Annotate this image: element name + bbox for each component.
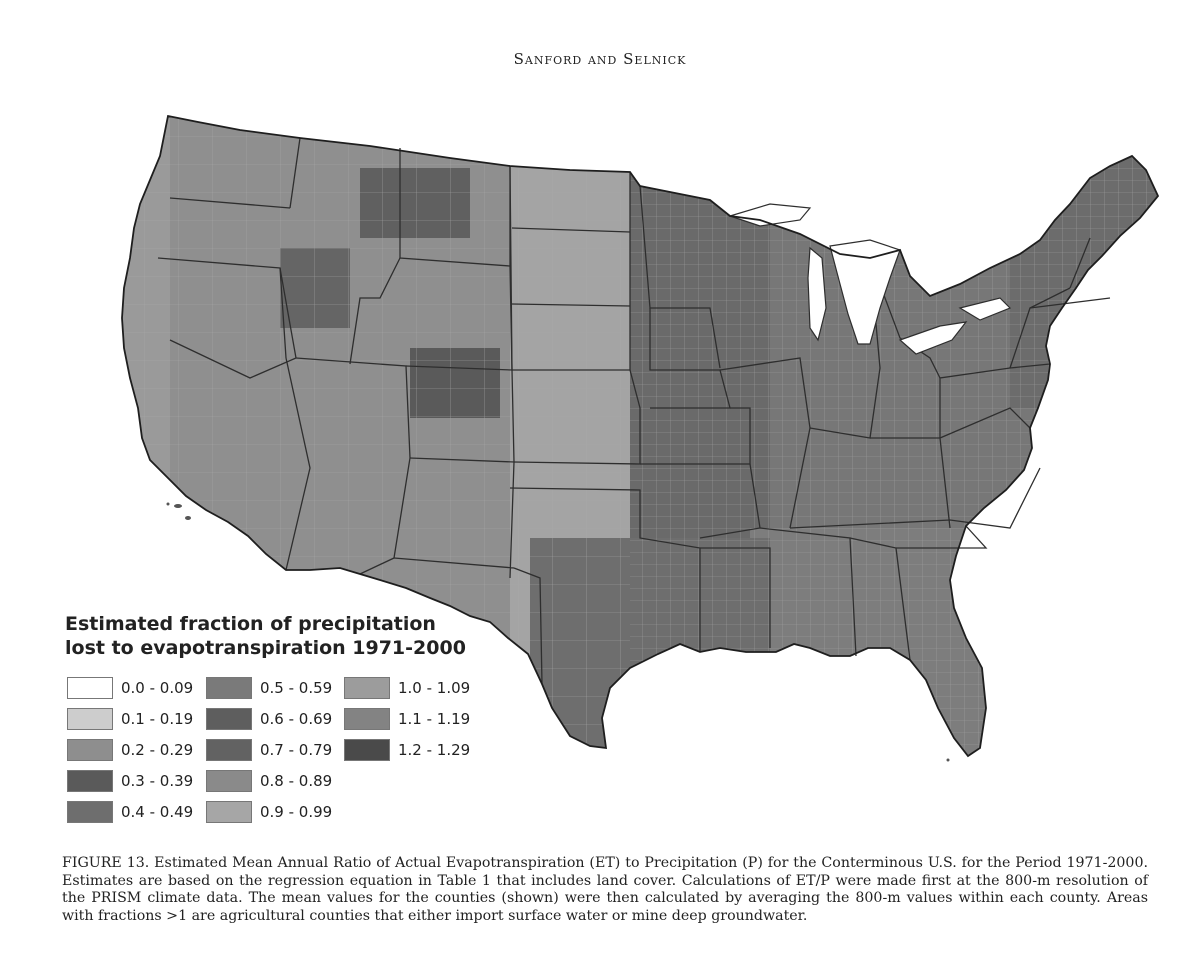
legend-swatch — [206, 770, 252, 792]
legend-title-line1: Estimated fraction of precipitation — [65, 613, 436, 635]
legend-swatch — [206, 801, 252, 823]
legend-title-line2: lost to evapotranspiration 1971-2000 — [65, 637, 466, 659]
legend-label: 0.3 - 0.39 — [121, 772, 194, 790]
legend-item: 1.0 - 1.09 — [344, 676, 470, 700]
legend-item: 0.8 - 0.89 — [206, 769, 332, 793]
legend-item: 0.9 - 0.99 — [206, 800, 332, 824]
legend-swatch — [67, 770, 113, 792]
legend-label: 0.2 - 0.29 — [121, 741, 194, 759]
legend-item: 0.3 - 0.39 — [67, 769, 193, 793]
legend-item: 0.5 - 0.59 — [206, 676, 332, 700]
legend-item: 0.6 - 0.69 — [206, 707, 332, 731]
great-lakes — [728, 203, 1012, 355]
us-choropleth-map — [110, 108, 1170, 788]
legend-item: 0.4 - 0.49 — [67, 800, 193, 824]
legend-label: 1.0 - 1.09 — [398, 679, 471, 697]
legend-swatch — [67, 677, 113, 699]
coastal-islands — [166, 502, 950, 762]
legend-label: 0.6 - 0.69 — [260, 710, 333, 728]
legend-item: 0.7 - 0.79 — [206, 738, 332, 762]
legend-swatch — [67, 708, 113, 730]
legend-swatch — [344, 708, 390, 730]
legend-swatch — [344, 677, 390, 699]
legend-label: 0.7 - 0.79 — [260, 741, 333, 759]
figure-caption: FIGURE 13. Estimated Mean Annual Ratio o… — [62, 855, 1148, 924]
legend-swatch — [67, 739, 113, 761]
legend-item: 0.0 - 0.09 — [67, 676, 193, 700]
map-svg — [121, 115, 1159, 762]
legend-label: 0.9 - 0.99 — [260, 803, 333, 821]
map-legend: Estimated fraction of precipitation lost… — [65, 612, 525, 823]
legend-item: 0.1 - 0.19 — [67, 707, 193, 731]
legend-label: 1.1 - 1.19 — [398, 710, 471, 728]
legend-swatch — [206, 739, 252, 761]
legend-label: 0.4 - 0.49 — [121, 803, 194, 821]
legend-label: 0.1 - 0.19 — [121, 710, 194, 728]
legend-label: 1.2 - 1.29 — [398, 741, 471, 759]
legend-label: 0.8 - 0.89 — [260, 772, 333, 790]
legend-item: 1.2 - 1.29 — [344, 738, 470, 762]
running-head: Sanford and Selnick — [513, 50, 687, 68]
legend-label: 0.5 - 0.59 — [260, 679, 333, 697]
legend-label: 0.0 - 0.09 — [121, 679, 194, 697]
legend-swatch — [206, 708, 252, 730]
legend-swatch — [206, 677, 252, 699]
legend-swatch — [344, 739, 390, 761]
legend-item: 0.2 - 0.29 — [67, 738, 193, 762]
legend-item: 1.1 - 1.19 — [344, 707, 470, 731]
legend-swatch — [67, 801, 113, 823]
